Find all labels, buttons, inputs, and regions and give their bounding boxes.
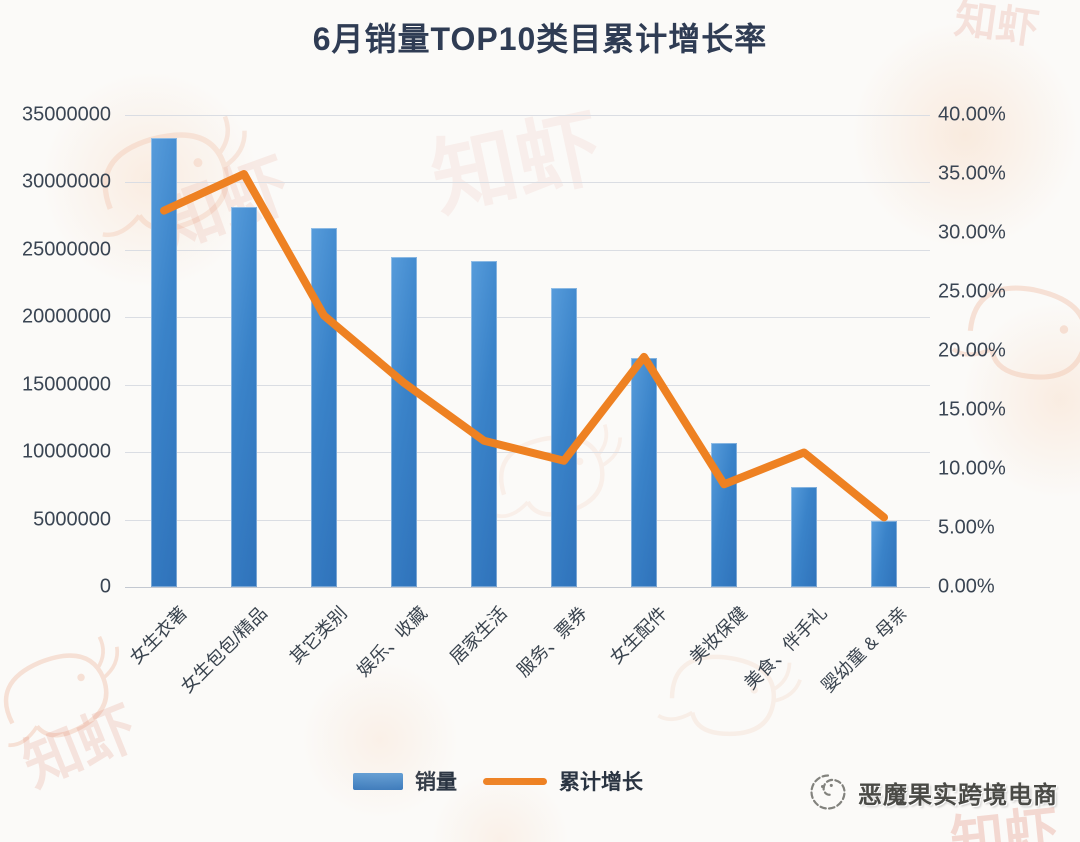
gridline xyxy=(125,182,930,184)
sales-bar xyxy=(311,228,337,587)
category-label: 娱乐、收藏 xyxy=(353,602,431,681)
x-axis-line xyxy=(125,587,930,588)
sales-bar xyxy=(391,256,417,587)
category-label: 居家生活 xyxy=(445,602,511,668)
left-axis-tick-label: 0 xyxy=(99,575,111,598)
chart-title: 6月销量TOP10类目累计增长率 xyxy=(312,21,768,57)
right-axis-tick-label: 20.00% xyxy=(938,339,1006,362)
legend: 销量 累计增长 xyxy=(353,766,657,796)
right-axis-tick-label: 30.00% xyxy=(938,221,1006,244)
category-label: 服务、票券 xyxy=(513,602,591,681)
left-axis-tick-label: 35000000 xyxy=(22,103,111,126)
category-label: 其它类别 xyxy=(285,602,351,668)
right-axis-tick-label: 35.00% xyxy=(938,162,1006,185)
category-label: 美妆保健 xyxy=(685,602,751,668)
watermark-blob xyxy=(300,660,460,820)
sales-bar xyxy=(871,520,897,587)
sales-bar xyxy=(711,442,737,587)
category-label: 女生衣著 xyxy=(125,602,191,668)
sales-bar xyxy=(231,206,257,587)
right-axis-tick-label: 10.00% xyxy=(938,457,1006,480)
left-axis-tick-label: 25000000 xyxy=(22,238,111,261)
left-axis-tick-label: 15000000 xyxy=(22,373,111,396)
left-axis-tick-label: 5000000 xyxy=(33,508,111,531)
watermark-text: 知虾 xyxy=(423,97,611,231)
brand-logo: 恶魔果实跨境电商 xyxy=(806,770,1058,814)
sales-bar xyxy=(551,287,577,587)
watermark-text: 知虾 xyxy=(13,693,147,800)
bar-series-label: 销量 xyxy=(415,771,457,794)
shrimp-watermark-icon xyxy=(0,620,150,780)
sales-bar xyxy=(791,487,817,587)
right-axis-tick-label: 5.00% xyxy=(938,516,995,539)
line-series-swatch xyxy=(483,777,547,785)
category-label: 女生配件 xyxy=(605,602,671,668)
right-axis-tick-label: 15.00% xyxy=(938,398,1006,421)
growth-line xyxy=(160,170,888,522)
bar-series-swatch xyxy=(353,772,403,790)
spiral-fruit-icon xyxy=(810,774,846,810)
left-axis-tick-label: 30000000 xyxy=(22,170,111,193)
left-axis-tick-label: 20000000 xyxy=(22,305,111,328)
sales-bar xyxy=(631,357,657,587)
left-axis-tick-label: 10000000 xyxy=(22,440,111,463)
right-axis-tick-label: 25.00% xyxy=(938,280,1006,303)
brand-name: 恶魔果实跨境电商 xyxy=(858,781,1058,809)
sales-bar xyxy=(151,137,177,587)
right-axis-tick-label: 40.00% xyxy=(938,103,1006,126)
gridline xyxy=(125,115,930,116)
sales-bar xyxy=(471,260,497,587)
line-series-label: 累计增长 xyxy=(559,771,643,794)
right-axis-tick-label: 0.00% xyxy=(938,575,995,598)
